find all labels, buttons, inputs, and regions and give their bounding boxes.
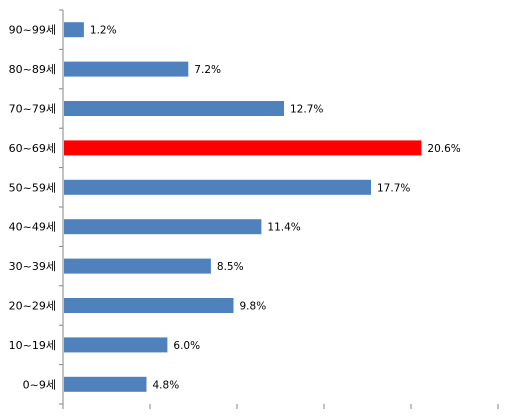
- value-label-8: 6.0%: [173, 340, 200, 352]
- bars-group: [64, 22, 422, 392]
- value-label-1: 7.2%: [194, 64, 221, 76]
- category-label-2: 70~79세: [9, 103, 56, 116]
- category-label-5: 40~49세: [9, 221, 56, 234]
- bar-7: [64, 298, 234, 313]
- category-label-9: 0~9세: [23, 378, 56, 391]
- category-label-0: 90~99세: [9, 24, 56, 37]
- bar-5: [64, 219, 262, 235]
- value-label-0: 1.2%: [90, 25, 117, 37]
- category-label-3: 60~69세: [9, 142, 56, 155]
- category-label-1: 80~89세: [9, 63, 56, 76]
- bar-9: [64, 376, 147, 392]
- value-label-3: 20.6%: [427, 143, 460, 155]
- bar-6: [64, 258, 211, 274]
- bar-4: [64, 179, 371, 195]
- value-label-9: 4.8%: [153, 379, 180, 391]
- category-label-4: 50~59세: [9, 181, 56, 194]
- bar-3: [64, 140, 422, 156]
- bar-8: [64, 337, 168, 353]
- category-label-8: 10~19세: [9, 339, 56, 352]
- category-labels: 90~99세 80~89세 70~79세 60~69세 50~59세 40~49세 30~3…: [9, 24, 56, 392]
- bar-0: [64, 22, 84, 38]
- value-label-4: 17.7%: [377, 182, 410, 194]
- bar-1: [64, 61, 189, 77]
- axes: [59, 9, 499, 409]
- value-label-5: 11.4%: [267, 222, 300, 234]
- category-label-6: 30~39세: [9, 260, 56, 273]
- value-label-2: 12.7%: [290, 104, 323, 116]
- bar-2: [64, 101, 284, 116]
- value-labels: 1.2% 7.2% 12.7% 20.6% 17.7% 11.4% 8.5% 9.8% 6.0%…: [90, 25, 461, 392]
- category-label-7: 20~29세: [9, 300, 56, 313]
- value-label-7: 9.8%: [240, 301, 267, 313]
- value-label-6: 8.5%: [217, 261, 244, 273]
